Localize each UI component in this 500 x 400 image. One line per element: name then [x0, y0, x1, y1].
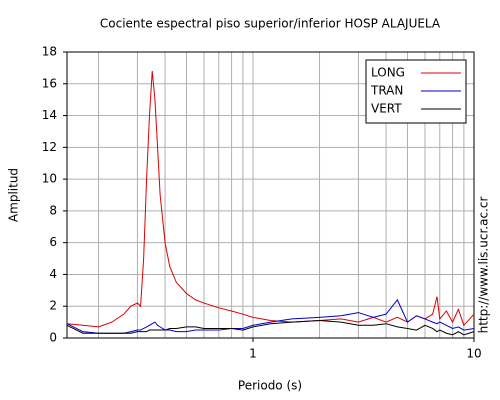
- y-tick-label: 6: [49, 235, 57, 249]
- plot-frame: [66, 51, 475, 339]
- y-tick-label: 8: [49, 203, 57, 217]
- y-tick-label: 14: [42, 108, 57, 122]
- annotation: http://www.lis.ucr.ac.cr: [477, 197, 491, 334]
- y-tick-label: 16: [42, 76, 57, 90]
- line: [66, 71, 475, 328]
- y-tick-label: 12: [42, 140, 57, 154]
- legend-label: LONG: [371, 66, 405, 80]
- line: [66, 298, 475, 334]
- y-tick-label: 18: [42, 45, 57, 59]
- y-axis-label: Amplitud: [7, 168, 21, 222]
- y-tick-label: 10: [42, 172, 57, 186]
- chart-title: Cociente espectral piso superior/inferio…: [100, 17, 441, 31]
- line: [66, 320, 475, 336]
- legend-label: VERT: [371, 102, 402, 116]
- x-tick-label: 10: [466, 347, 481, 361]
- x-axis-label: Periodo (s): [238, 379, 302, 393]
- x-tick-label: 1: [249, 347, 257, 361]
- legend-label: TRAN: [370, 84, 403, 98]
- y-tick-label: 2: [49, 299, 57, 313]
- y-tick-label: 4: [49, 267, 57, 281]
- y-tick-label: 0: [49, 331, 57, 345]
